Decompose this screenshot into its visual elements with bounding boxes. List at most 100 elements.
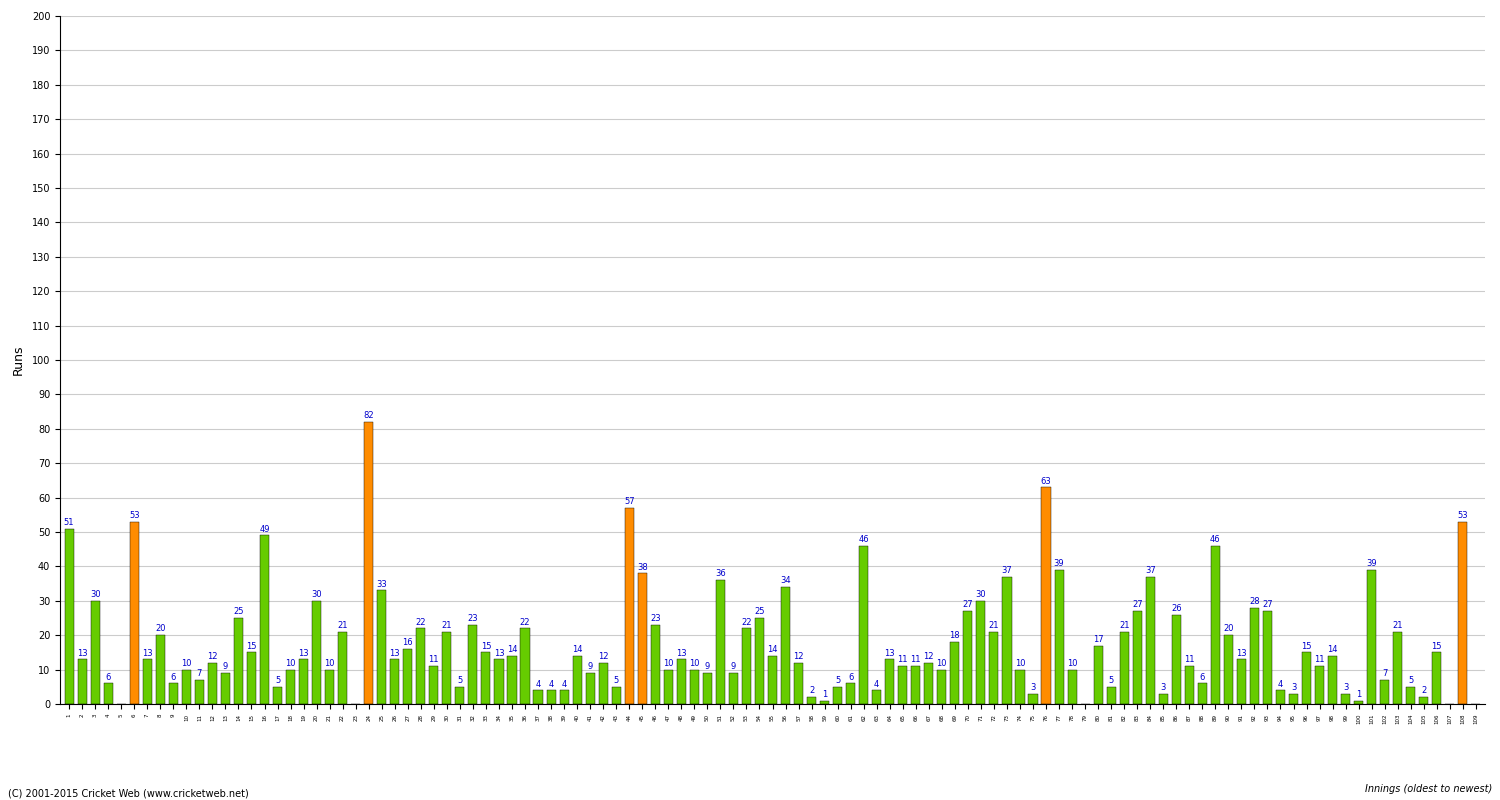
Bar — [768, 656, 777, 704]
Bar — [1354, 701, 1364, 704]
Bar — [821, 701, 830, 704]
Bar — [468, 625, 477, 704]
Text: 3: 3 — [1292, 683, 1296, 692]
Text: 46: 46 — [858, 535, 868, 544]
Text: 28: 28 — [1250, 597, 1260, 606]
Bar — [560, 690, 568, 704]
Text: 13: 13 — [494, 649, 504, 658]
Bar — [690, 670, 699, 704]
Bar — [78, 659, 87, 704]
Bar — [209, 662, 218, 704]
Text: 6: 6 — [171, 673, 176, 682]
Bar — [1094, 646, 1102, 704]
Bar — [612, 686, 621, 704]
Text: 30: 30 — [90, 590, 101, 599]
Text: 20: 20 — [1222, 625, 1233, 634]
Bar — [534, 690, 543, 704]
Text: 13: 13 — [1236, 649, 1246, 658]
Text: 5: 5 — [274, 676, 280, 685]
Bar — [1366, 570, 1376, 704]
Bar — [1054, 570, 1064, 704]
Bar — [573, 656, 582, 704]
Text: 3: 3 — [1030, 683, 1035, 692]
Bar — [90, 601, 99, 704]
Bar — [846, 683, 855, 704]
Bar — [963, 611, 972, 704]
Bar — [286, 670, 296, 704]
Text: 9: 9 — [730, 662, 736, 671]
Bar — [807, 697, 816, 704]
Text: 53: 53 — [129, 511, 140, 520]
Bar — [676, 659, 686, 704]
Bar — [182, 670, 190, 704]
Text: 25: 25 — [754, 607, 765, 616]
Text: 7: 7 — [1382, 669, 1388, 678]
Bar — [1185, 666, 1194, 704]
Bar — [64, 529, 74, 704]
Text: 10: 10 — [1066, 659, 1077, 668]
Text: 15: 15 — [246, 642, 256, 650]
Text: 12: 12 — [924, 652, 934, 661]
Bar — [416, 628, 426, 704]
Text: 30: 30 — [312, 590, 322, 599]
Text: 46: 46 — [1210, 535, 1221, 544]
Bar — [885, 659, 894, 704]
Bar — [260, 535, 268, 704]
Text: 7: 7 — [196, 669, 202, 678]
Bar — [507, 656, 516, 704]
Bar — [312, 601, 321, 704]
Text: 14: 14 — [507, 645, 518, 654]
Bar — [1041, 487, 1050, 704]
Bar — [298, 659, 307, 704]
Text: 11: 11 — [897, 655, 908, 665]
Text: 17: 17 — [1094, 635, 1104, 644]
Bar — [1172, 614, 1180, 704]
Bar — [1419, 697, 1428, 704]
Text: 21: 21 — [1119, 621, 1130, 630]
Text: 82: 82 — [363, 411, 374, 420]
Text: 14: 14 — [766, 645, 777, 654]
Text: 10: 10 — [324, 659, 334, 668]
Bar — [598, 662, 608, 704]
Text: 12: 12 — [794, 652, 804, 661]
Text: 11: 11 — [1314, 655, 1324, 665]
Text: 57: 57 — [624, 498, 634, 506]
Text: 4: 4 — [1278, 679, 1282, 689]
Text: 1: 1 — [822, 690, 827, 699]
Bar — [248, 653, 256, 704]
Bar — [990, 632, 999, 704]
Bar — [234, 618, 243, 704]
Bar — [546, 690, 555, 704]
Text: 37: 37 — [1144, 566, 1155, 575]
Bar — [638, 574, 646, 704]
Bar — [938, 670, 946, 704]
Bar — [1341, 694, 1350, 704]
Bar — [871, 690, 882, 704]
Text: 1: 1 — [1356, 690, 1362, 699]
Text: 38: 38 — [638, 562, 648, 571]
Bar — [156, 635, 165, 704]
Bar — [1276, 690, 1286, 704]
Text: 4: 4 — [874, 679, 879, 689]
Text: 3: 3 — [1342, 683, 1348, 692]
Text: 27: 27 — [1262, 600, 1274, 610]
Bar — [129, 522, 140, 704]
Text: 13: 13 — [76, 649, 87, 658]
Bar — [195, 680, 204, 704]
Y-axis label: Runs: Runs — [12, 345, 26, 375]
Bar — [364, 422, 374, 704]
Text: Innings (oldest to newest): Innings (oldest to newest) — [1365, 784, 1492, 794]
Bar — [338, 632, 346, 704]
Text: 5: 5 — [1408, 676, 1413, 685]
Text: 39: 39 — [1054, 559, 1065, 568]
Text: 6: 6 — [105, 673, 111, 682]
Bar — [1224, 635, 1233, 704]
Bar — [104, 683, 112, 704]
Bar — [729, 673, 738, 704]
Bar — [1146, 577, 1155, 704]
Text: 5: 5 — [1108, 676, 1114, 685]
Bar — [1380, 680, 1389, 704]
Text: 9: 9 — [588, 662, 592, 671]
Text: 23: 23 — [468, 614, 478, 623]
Text: 18: 18 — [950, 631, 960, 640]
